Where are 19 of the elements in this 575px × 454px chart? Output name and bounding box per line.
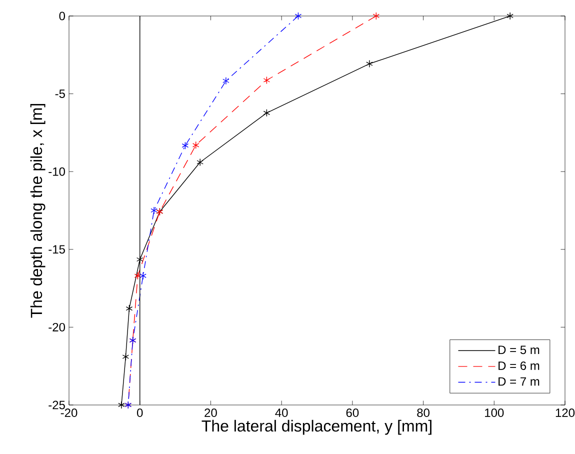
legend-label: D = 7 m — [498, 377, 540, 386]
y-tick-label: -20 — [48, 322, 66, 332]
x-tick-label: 120 — [556, 408, 575, 418]
x-axis-title: The lateral displacement, y [mm] — [202, 420, 432, 435]
x-tick-label: 100 — [485, 408, 504, 418]
y-tick-label: 0 — [59, 12, 66, 20]
y-tick-label: -15 — [48, 245, 65, 254]
x-tick-label: -20 — [60, 408, 78, 418]
x-tick-label: 60 — [346, 408, 359, 418]
y-tick-label: -25 — [48, 400, 65, 410]
y-tick-label: -5 — [55, 90, 65, 98]
x-tick-label: 20 — [204, 408, 217, 418]
x-tick-label: 80 — [417, 408, 430, 418]
y-tick-label: -10 — [48, 167, 66, 176]
legend-label: D = 5 m — [498, 346, 540, 354]
x-tick-label: 0 — [136, 408, 143, 418]
y-axis-title: The depth along the pile, x [m] — [30, 104, 46, 318]
legend-label: D = 6 m — [498, 361, 540, 370]
x-tick-label: 40 — [275, 408, 288, 418]
